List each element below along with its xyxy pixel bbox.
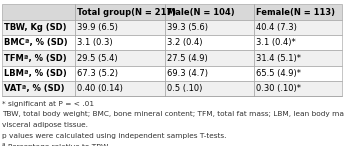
Text: Total group(N = 217): Total group(N = 217): [77, 8, 176, 16]
Text: 39.9 (6.5): 39.9 (6.5): [77, 23, 118, 32]
Text: p values were calculated using independent samples T-tests.: p values were calculated using independe…: [2, 133, 226, 139]
Bar: [165, 35, 254, 50]
Bar: [165, 81, 254, 96]
Text: 29.5 (5.4): 29.5 (5.4): [77, 54, 118, 62]
Text: 69.3 (4.7): 69.3 (4.7): [167, 69, 208, 78]
Text: visceral adipose tissue.: visceral adipose tissue.: [2, 122, 88, 128]
Bar: [75, 81, 165, 96]
Text: VATª, % (SD): VATª, % (SD): [4, 84, 64, 93]
Text: 0.40 (0.14): 0.40 (0.14): [77, 84, 123, 93]
Bar: [165, 4, 254, 20]
Text: TBW, Kg (SD): TBW, Kg (SD): [4, 23, 66, 32]
Text: TBW, total body weight; BMC, bone mineral content; TFM, total fat mass; LBM, lea: TBW, total body weight; BMC, bone minera…: [2, 111, 344, 117]
Text: 31.4 (5.1)*: 31.4 (5.1)*: [256, 54, 301, 62]
Text: 3.1 (0.4)*: 3.1 (0.4)*: [256, 38, 295, 47]
Text: TFMª, % (SD): TFMª, % (SD): [4, 54, 66, 62]
Bar: [75, 50, 165, 66]
Text: 39.3 (5.6): 39.3 (5.6): [167, 23, 208, 32]
Bar: [254, 50, 342, 66]
Text: 3.2 (0.4): 3.2 (0.4): [167, 38, 203, 47]
Bar: [2, 50, 75, 66]
Text: 3.1 (0.3): 3.1 (0.3): [77, 38, 112, 47]
Bar: [75, 20, 165, 35]
Text: LBMª, % (SD): LBMª, % (SD): [4, 69, 66, 78]
Bar: [165, 66, 254, 81]
Bar: [2, 66, 75, 81]
Bar: [2, 81, 75, 96]
Text: 40.4 (7.3): 40.4 (7.3): [256, 23, 297, 32]
Text: 27.5 (4.9): 27.5 (4.9): [167, 54, 208, 62]
Text: 65.5 (4.9)*: 65.5 (4.9)*: [256, 69, 301, 78]
Bar: [254, 66, 342, 81]
Text: * significant at P = < .01: * significant at P = < .01: [2, 101, 94, 107]
Text: Female(N = 113): Female(N = 113): [256, 8, 335, 16]
Text: 67.3 (5.2): 67.3 (5.2): [77, 69, 118, 78]
Bar: [254, 20, 342, 35]
Bar: [75, 4, 165, 20]
Bar: [2, 35, 75, 50]
Bar: [254, 81, 342, 96]
Text: Male(N = 104): Male(N = 104): [167, 8, 235, 16]
Bar: [75, 66, 165, 81]
Bar: [254, 4, 342, 20]
Bar: [165, 50, 254, 66]
Text: 0.30 (.10)*: 0.30 (.10)*: [256, 84, 301, 93]
Bar: [254, 35, 342, 50]
Bar: [2, 20, 75, 35]
Text: 0.5 (.10): 0.5 (.10): [167, 84, 203, 93]
Bar: [2, 4, 75, 20]
Text: ª Percentage relative to TBW: ª Percentage relative to TBW: [2, 143, 108, 146]
Text: BMCª, % (SD): BMCª, % (SD): [4, 38, 67, 47]
Bar: [75, 35, 165, 50]
Bar: [165, 20, 254, 35]
